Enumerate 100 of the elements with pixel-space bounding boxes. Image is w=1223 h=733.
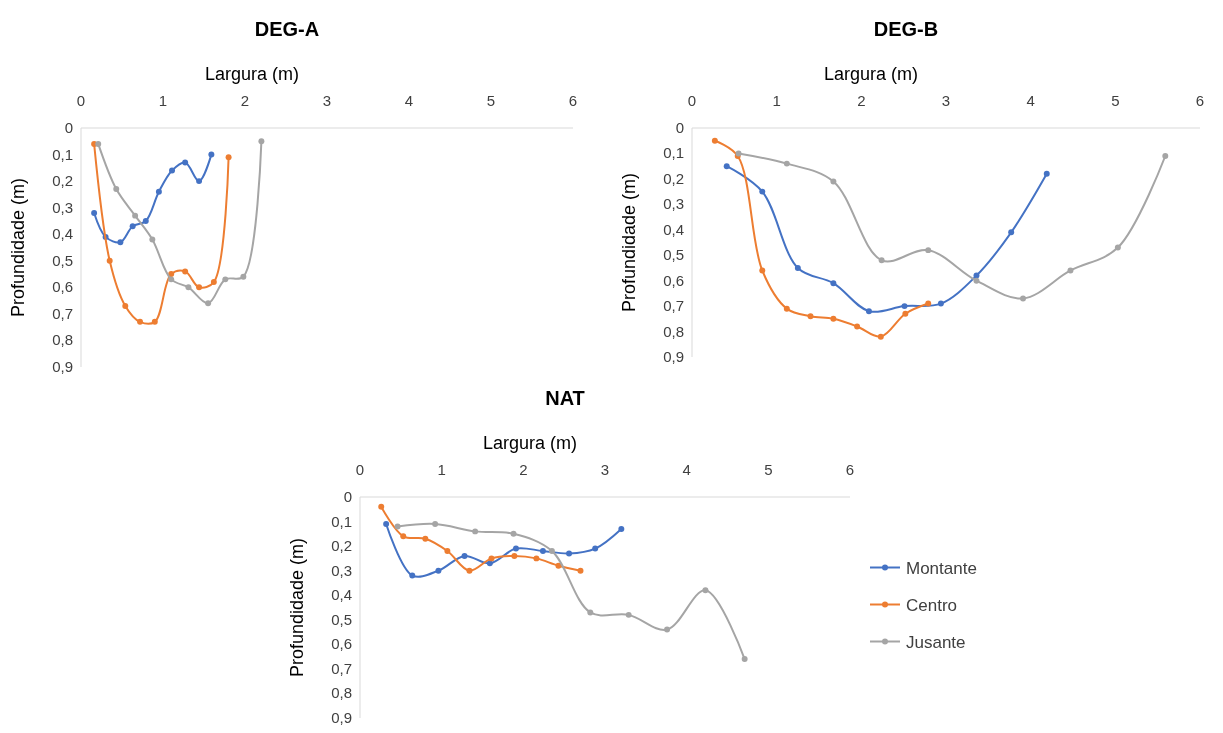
y-tick-label: 0 <box>64 119 73 136</box>
point <box>877 333 884 340</box>
point <box>225 154 232 161</box>
legend-label: Montante <box>906 558 977 578</box>
y-tick-label: 0,7 <box>331 659 352 677</box>
x-tick-label: 6 <box>1195 92 1205 109</box>
point <box>472 528 479 535</box>
point <box>113 186 120 193</box>
x-tick-label: 0 <box>76 92 86 109</box>
x-tick-label: 2 <box>240 92 250 109</box>
point <box>488 555 495 562</box>
point <box>1043 170 1050 177</box>
point <box>196 178 203 185</box>
y-tick-label: 0,4 <box>52 225 73 243</box>
x-tick-label: 3 <box>600 461 610 478</box>
point <box>587 609 594 616</box>
point <box>830 315 837 322</box>
x-tick-label: 2 <box>857 92 866 109</box>
point <box>577 567 584 574</box>
y-tick-label: 0,9 <box>663 348 684 365</box>
y-tick-label: 0,6 <box>663 271 684 289</box>
point <box>902 310 909 317</box>
point <box>566 550 573 557</box>
point <box>182 159 189 166</box>
point <box>937 300 944 307</box>
point <box>533 555 540 562</box>
point <box>383 521 390 527</box>
point <box>151 318 158 325</box>
point <box>759 188 766 195</box>
y-tick-label: 0,2 <box>663 169 684 187</box>
point <box>783 305 790 312</box>
y-axis-title: Profundidade (m) <box>619 172 639 313</box>
y-tick-label: 0,5 <box>52 251 73 269</box>
point <box>435 567 442 574</box>
point <box>444 548 451 554</box>
point <box>511 552 518 559</box>
point <box>865 308 872 315</box>
point <box>208 151 215 158</box>
point <box>618 525 625 532</box>
point <box>807 313 814 320</box>
y-tick-label: 0,3 <box>52 198 73 216</box>
point <box>155 188 162 195</box>
point <box>196 284 203 291</box>
point <box>185 284 192 291</box>
point <box>830 178 837 185</box>
y-tick-label: 0,5 <box>663 246 684 264</box>
point <box>168 271 175 278</box>
legend-label: Centro <box>906 595 958 615</box>
y-tick-label: 0,7 <box>663 297 684 315</box>
x-tick-label: 2 <box>519 461 528 478</box>
point <box>901 303 908 310</box>
point <box>409 572 416 579</box>
y-tick-label: 0,3 <box>663 195 684 213</box>
x-tick-label: 3 <box>322 92 332 109</box>
point <box>1067 267 1074 274</box>
y-tick-label: 0,1 <box>663 144 684 162</box>
point <box>149 236 156 243</box>
point <box>854 323 861 330</box>
y-tick-label: 0,4 <box>663 220 684 238</box>
x-tick-label: 6 <box>845 461 855 478</box>
y-tick-label: 0,8 <box>331 684 352 702</box>
point <box>222 276 229 283</box>
point <box>794 264 801 271</box>
x-tick-label: 5 <box>764 461 773 478</box>
point <box>106 257 113 264</box>
point <box>91 210 98 216</box>
point <box>702 587 709 594</box>
point <box>137 318 144 325</box>
x-tick-label: 6 <box>568 92 578 109</box>
y-tick-label: 0,5 <box>331 610 352 628</box>
x-tick-label: 4 <box>682 461 691 478</box>
point <box>169 167 176 174</box>
point <box>783 160 790 167</box>
point <box>723 163 730 170</box>
point <box>1162 153 1169 159</box>
x-tick-label: 5 <box>1111 92 1120 109</box>
x-tick-label: 4 <box>1026 92 1035 109</box>
y-axis-title: Profundidade (m) <box>287 537 307 678</box>
x-tick-label: 5 <box>486 92 496 109</box>
y-tick-label: 0 <box>675 119 684 136</box>
x-axis-title: Largura (m) <box>823 64 919 84</box>
point <box>510 530 517 537</box>
x-tick-label: 1 <box>158 92 168 109</box>
point <box>466 567 473 574</box>
y-tick-label: 0 <box>343 488 352 505</box>
y-axis-title: Profundidade (m) <box>8 177 28 318</box>
x-tick-label: 3 <box>941 92 951 109</box>
point <box>432 521 439 527</box>
point <box>741 656 748 663</box>
point <box>925 300 932 307</box>
point <box>1008 229 1015 236</box>
point <box>1020 295 1027 302</box>
x-tick-label: 4 <box>404 92 414 109</box>
x-tick-label: 1 <box>437 461 446 478</box>
point <box>592 545 599 552</box>
point <box>878 257 885 264</box>
point <box>117 239 124 246</box>
y-tick-label: 0,2 <box>52 172 73 190</box>
point <box>625 611 632 618</box>
y-tick-label: 0,8 <box>52 331 73 349</box>
